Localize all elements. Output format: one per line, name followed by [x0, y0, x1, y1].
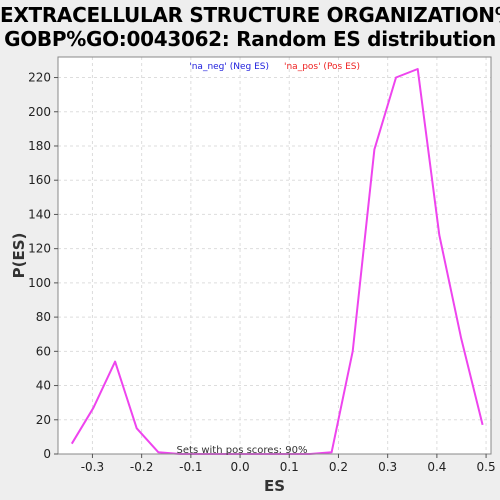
plot-border — [57, 56, 492, 455]
grid-lines — [58, 57, 491, 455]
legend-entry-pos: 'na_pos' (Pos ES) — [284, 62, 360, 72]
chart-title-line-1: EXTRACELLULAR STRUCTURE ORGANIZATION% — [0, 3, 500, 27]
x-tick-label: -0.2 — [130, 460, 153, 474]
x-tick-label: 0.3 — [378, 460, 397, 474]
y-tick-label: 100 — [28, 276, 51, 290]
x-tick-label: -0.1 — [179, 460, 202, 474]
y-axis-label: P(ES) — [10, 233, 28, 279]
y-tick-label: 80 — [36, 310, 51, 324]
y-tick-label: 40 — [36, 379, 51, 393]
x-axis-label: ES — [264, 477, 285, 495]
y-tick-label: 140 — [28, 207, 51, 221]
y-tick-label: 20 — [36, 413, 51, 427]
y-tick-label: 180 — [28, 139, 51, 153]
x-tick-label: 0.5 — [477, 460, 496, 474]
plot-area — [58, 57, 491, 454]
legend-entry-neg: 'na_neg' (Neg ES) — [189, 62, 269, 72]
x-tick-label: -0.3 — [81, 460, 104, 474]
x-tick-label: 0.0 — [231, 460, 250, 474]
x-axis-ticks: -0.3 -0.2 -0.1 0.0 0.1 0.2 0.3 0.4 0.5 — [81, 454, 496, 474]
y-tick-label: 220 — [28, 71, 51, 85]
chart-title-line-2: GOBP%GO:0043062: Random ES distribution — [4, 27, 496, 51]
y-tick-label: 160 — [28, 173, 51, 187]
x-tick-label: 0.4 — [427, 460, 446, 474]
x-tick-label: 0.2 — [329, 460, 348, 474]
y-tick-label: 120 — [28, 242, 51, 256]
y-axis-ticks: 0 20 40 60 80 100 120 140 160 180 200 220 — [28, 71, 58, 461]
y-tick-label: 0 — [43, 447, 51, 461]
x-tick-label: 0.1 — [280, 460, 299, 474]
pos-scores-annotation: Sets with pos scores: 90% — [177, 445, 308, 456]
legend: 'na_neg' (Neg ES) 'na_pos' (Pos ES) — [189, 62, 360, 72]
y-tick-label: 60 — [36, 344, 51, 358]
axes — [57, 56, 492, 455]
y-tick-label: 200 — [28, 105, 51, 119]
